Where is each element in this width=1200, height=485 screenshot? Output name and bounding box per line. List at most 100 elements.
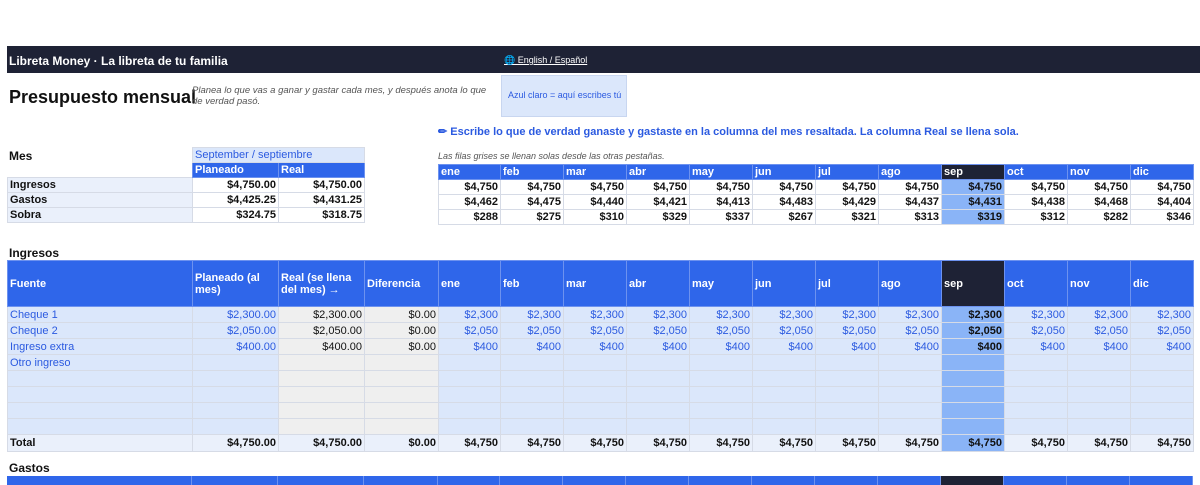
income-month-input[interactable] xyxy=(500,370,564,387)
income-month-input[interactable] xyxy=(689,370,753,387)
income-month-input[interactable] xyxy=(438,386,501,403)
income-month-input[interactable] xyxy=(1067,386,1131,403)
income-month-input[interactable]: $2,300 xyxy=(1130,306,1194,323)
income-source-input[interactable] xyxy=(7,402,193,419)
income-planned-input[interactable] xyxy=(192,354,279,371)
income-month-input[interactable]: $2,050 xyxy=(689,322,753,339)
income-month-input[interactable]: $400 xyxy=(626,338,690,355)
income-month-input[interactable] xyxy=(878,418,942,435)
income-source-input[interactable] xyxy=(7,370,193,387)
income-month-input[interactable] xyxy=(1130,370,1194,387)
income-planned-input[interactable]: $2,300.00 xyxy=(192,306,279,323)
income-month-input[interactable] xyxy=(626,402,690,419)
income-month-input[interactable] xyxy=(438,370,501,387)
income-month-input[interactable] xyxy=(878,354,942,371)
income-month-input[interactable] xyxy=(1004,386,1068,403)
income-planned-input[interactable]: $400.00 xyxy=(192,338,279,355)
income-month-input[interactable] xyxy=(752,370,816,387)
income-month-input[interactable]: $2,300 xyxy=(1067,306,1131,323)
income-month-input[interactable] xyxy=(752,386,816,403)
income-month-input[interactable]: $400 xyxy=(941,338,1005,355)
income-month-input[interactable]: $400 xyxy=(752,338,816,355)
income-month-input[interactable] xyxy=(563,354,627,371)
income-month-input[interactable]: $2,300 xyxy=(500,306,564,323)
income-planned-input[interactable]: $2,050.00 xyxy=(192,322,279,339)
income-month-input[interactable]: $2,050 xyxy=(500,322,564,339)
income-month-input[interactable] xyxy=(878,386,942,403)
income-planned-input[interactable] xyxy=(192,418,279,435)
income-month-input[interactable]: $400 xyxy=(1067,338,1131,355)
income-month-input[interactable] xyxy=(626,370,690,387)
income-month-input[interactable]: $2,050 xyxy=(563,322,627,339)
income-month-input[interactable]: $2,050 xyxy=(941,322,1005,339)
income-month-input[interactable] xyxy=(941,386,1005,403)
income-month-input[interactable] xyxy=(752,354,816,371)
income-month-input[interactable] xyxy=(500,402,564,419)
income-month-input[interactable] xyxy=(1130,402,1194,419)
income-month-input[interactable] xyxy=(878,402,942,419)
income-month-input[interactable] xyxy=(438,354,501,371)
income-month-input[interactable] xyxy=(1004,354,1068,371)
income-source-input[interactable]: Cheque 2 xyxy=(7,322,193,339)
income-month-input[interactable] xyxy=(1130,354,1194,371)
income-month-input[interactable]: $2,300 xyxy=(626,306,690,323)
income-planned-input[interactable] xyxy=(192,370,279,387)
income-month-input[interactable]: $2,050 xyxy=(878,322,942,339)
income-month-input[interactable] xyxy=(1067,418,1131,435)
income-month-input[interactable] xyxy=(941,402,1005,419)
income-month-input[interactable] xyxy=(1004,370,1068,387)
month-selector[interactable]: September / septiembre xyxy=(192,147,365,163)
income-month-input[interactable]: $2,050 xyxy=(1130,322,1194,339)
income-month-input[interactable] xyxy=(438,418,501,435)
income-month-input[interactable] xyxy=(941,370,1005,387)
income-month-input[interactable]: $2,050 xyxy=(1004,322,1068,339)
income-month-input[interactable]: $2,300 xyxy=(438,306,501,323)
income-month-input[interactable]: $400 xyxy=(689,338,753,355)
income-month-input[interactable] xyxy=(500,418,564,435)
income-planned-input[interactable] xyxy=(192,402,279,419)
income-month-input[interactable] xyxy=(1067,354,1131,371)
language-toggle-link[interactable]: 🌐 English / Español xyxy=(504,55,588,65)
income-month-input[interactable] xyxy=(1067,402,1131,419)
income-month-input[interactable]: $2,300 xyxy=(941,306,1005,323)
income-month-input[interactable] xyxy=(815,370,879,387)
income-month-input[interactable] xyxy=(1130,418,1194,435)
income-month-input[interactable] xyxy=(689,354,753,371)
income-month-input[interactable]: $400 xyxy=(878,338,942,355)
income-month-input[interactable] xyxy=(563,370,627,387)
income-month-input[interactable]: $400 xyxy=(438,338,501,355)
income-month-input[interactable] xyxy=(689,402,753,419)
income-month-input[interactable] xyxy=(563,418,627,435)
income-month-input[interactable]: $400 xyxy=(1004,338,1068,355)
income-source-input[interactable] xyxy=(7,386,193,403)
income-month-input[interactable]: $2,050 xyxy=(626,322,690,339)
income-month-input[interactable]: $400 xyxy=(815,338,879,355)
income-month-input[interactable] xyxy=(1067,370,1131,387)
income-month-input[interactable] xyxy=(626,354,690,371)
income-month-input[interactable]: $2,050 xyxy=(815,322,879,339)
income-month-input[interactable]: $2,300 xyxy=(815,306,879,323)
income-month-input[interactable]: $2,050 xyxy=(752,322,816,339)
income-month-input[interactable] xyxy=(1004,418,1068,435)
income-month-input[interactable] xyxy=(563,402,627,419)
income-month-input[interactable]: $400 xyxy=(500,338,564,355)
income-source-input[interactable]: Cheque 1 xyxy=(7,306,193,323)
income-month-input[interactable] xyxy=(626,386,690,403)
income-month-input[interactable]: $2,300 xyxy=(878,306,942,323)
income-source-input[interactable]: Otro ingreso xyxy=(7,354,193,371)
income-month-input[interactable] xyxy=(878,370,942,387)
income-source-input[interactable]: Ingreso extra xyxy=(7,338,193,355)
income-month-input[interactable]: $2,300 xyxy=(752,306,816,323)
income-month-input[interactable] xyxy=(500,354,564,371)
income-month-input[interactable] xyxy=(689,418,753,435)
income-month-input[interactable] xyxy=(689,386,753,403)
income-month-input[interactable] xyxy=(563,386,627,403)
income-month-input[interactable]: $2,050 xyxy=(438,322,501,339)
income-month-input[interactable] xyxy=(1130,386,1194,403)
income-month-input[interactable]: $2,050 xyxy=(1067,322,1131,339)
income-month-input[interactable]: $400 xyxy=(1130,338,1194,355)
income-month-input[interactable]: $2,300 xyxy=(689,306,753,323)
income-month-input[interactable] xyxy=(438,402,501,419)
income-month-input[interactable]: $2,300 xyxy=(1004,306,1068,323)
income-month-input[interactable] xyxy=(500,386,564,403)
